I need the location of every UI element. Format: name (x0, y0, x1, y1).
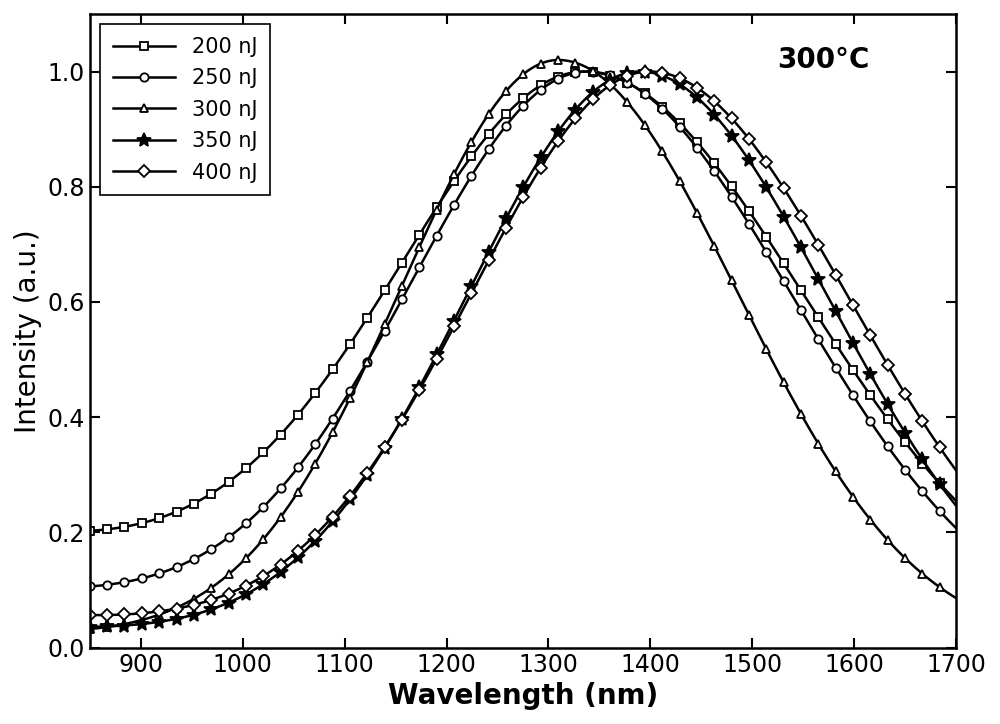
300 nJ (465, 138, 477, 146)
400 nJ (680, 77, 692, 85)
250 nJ (84, 582, 96, 591)
350 nJ (434, 343, 446, 352)
250 nJ (950, 524, 962, 533)
200 nJ (434, 198, 446, 206)
Line: 200 nJ: 200 nJ (86, 67, 960, 535)
300 nJ (552, 56, 564, 64)
200 nJ (172, 507, 184, 515)
200 nJ (578, 67, 590, 76)
200 nJ (680, 125, 692, 134)
200 nJ (465, 152, 477, 161)
300 nJ (84, 625, 96, 634)
200 nJ (760, 232, 772, 241)
250 nJ (465, 172, 477, 180)
200 nJ (776, 256, 788, 265)
200 nJ (84, 526, 96, 535)
350 nJ (634, 67, 646, 76)
300 nJ (950, 594, 962, 602)
250 nJ (680, 130, 692, 138)
X-axis label: Wavelength (nm): Wavelength (nm) (388, 682, 658, 710)
400 nJ (777, 182, 789, 191)
Text: 300°C: 300°C (777, 46, 870, 74)
Line: 300 nJ: 300 nJ (86, 56, 960, 634)
250 nJ (172, 562, 184, 571)
350 nJ (465, 282, 477, 290)
400 nJ (435, 346, 447, 355)
400 nJ (761, 159, 773, 168)
Line: 350 nJ: 350 nJ (83, 64, 963, 634)
250 nJ (776, 274, 788, 282)
300 nJ (680, 188, 692, 196)
400 nJ (90, 611, 102, 620)
250 nJ (760, 248, 772, 256)
350 nJ (776, 209, 788, 218)
350 nJ (84, 623, 96, 631)
300 nJ (760, 345, 772, 353)
200 nJ (950, 497, 962, 505)
400 nJ (466, 287, 478, 296)
Legend: 200 nJ, 250 nJ, 300 nJ, 350 nJ, 400 nJ: 200 nJ, 250 nJ, 300 nJ, 350 nJ, 400 nJ (100, 25, 270, 195)
300 nJ (776, 374, 788, 383)
400 nJ (643, 67, 655, 76)
300 nJ (172, 602, 184, 611)
350 nJ (172, 614, 184, 623)
400 nJ (950, 466, 962, 475)
250 nJ (581, 67, 593, 76)
400 nJ (173, 604, 185, 613)
350 nJ (950, 502, 962, 510)
300 nJ (434, 198, 446, 206)
250 nJ (434, 225, 446, 234)
350 nJ (680, 84, 692, 93)
400 nJ (84, 611, 96, 620)
Line: 400 nJ: 400 nJ (86, 67, 960, 619)
350 nJ (760, 183, 772, 192)
Y-axis label: Intensity (a.u.): Intensity (a.u.) (14, 229, 42, 433)
Line: 250 nJ: 250 nJ (86, 67, 960, 591)
